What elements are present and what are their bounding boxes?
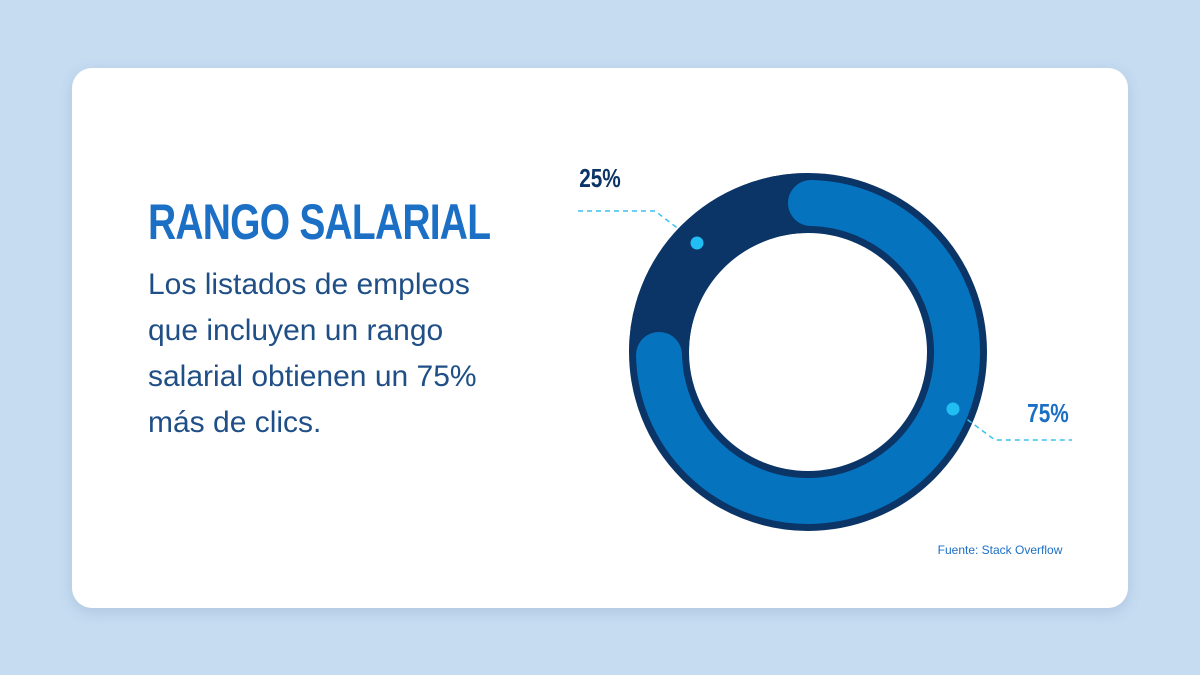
source: Fuente: Stack Overflow (938, 543, 1063, 557)
label-dot (690, 236, 704, 250)
leader-line (952, 408, 1072, 441)
chart-subtitle: Los listados de empleos que incluyen un … (148, 268, 477, 439)
label-dot (946, 402, 960, 416)
chart-title: RANGO SALARIAL (148, 194, 491, 250)
value-label: 75% (1027, 399, 1069, 428)
value-label: 25% (579, 164, 621, 193)
donut-segment (629, 173, 809, 353)
donut-segment (636, 180, 980, 524)
